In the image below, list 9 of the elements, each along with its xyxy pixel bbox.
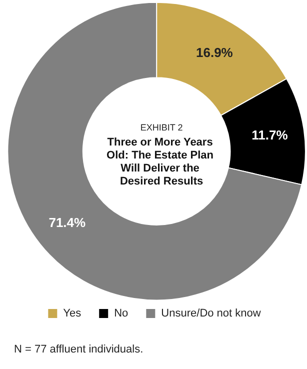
data-label: 71.4% [48,214,86,230]
legend-label: Unsure/Do not know [161,308,261,320]
data-label: 11.7% [252,128,288,143]
data-label: 16.9% [196,45,234,60]
text: Three or More Years Old: The Estate Plan Will Deliver the Desired Results [106,136,217,188]
legend-label: No [114,308,128,320]
text: EXHIBIT 2 [140,122,183,132]
legend-label: Yes [63,308,82,320]
text: N = 77 affluent individuals. [14,344,144,356]
